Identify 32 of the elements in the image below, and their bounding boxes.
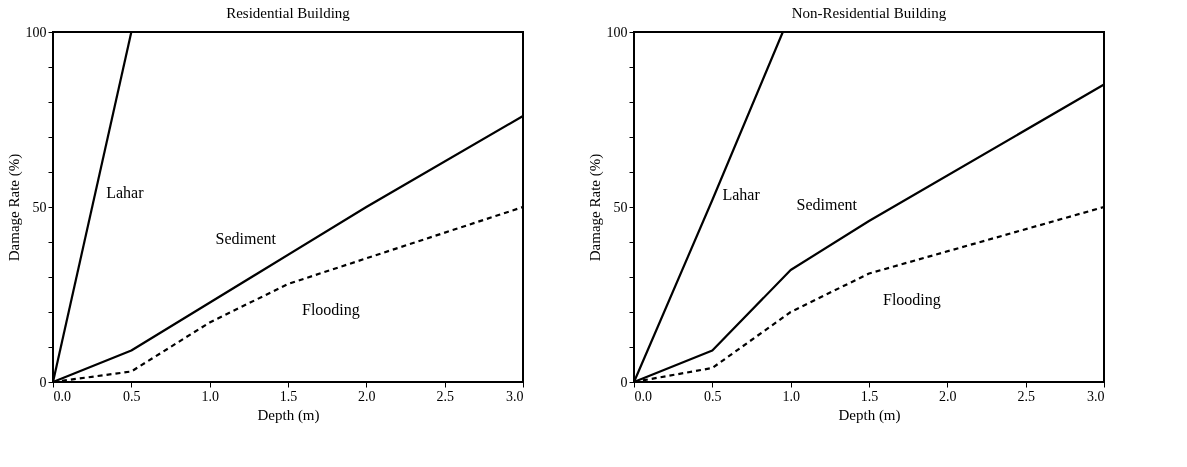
y-tick-label: 0	[39, 374, 47, 390]
y-tick-label: 50	[32, 199, 47, 215]
chart-title: Residential Building	[226, 5, 351, 21]
chart-title: Non-Residential Building	[791, 5, 947, 21]
x-axis-title: Depth (m)	[838, 406, 901, 424]
x-tick-label: 2.0	[358, 388, 376, 404]
x-axis-title: Depth (m)	[257, 406, 320, 424]
x-tick-label: 2.5	[436, 388, 454, 404]
series-label: Flooding	[883, 290, 941, 309]
x-tick-label: 0.5	[704, 388, 722, 404]
y-tick-label: 0	[620, 374, 628, 390]
x-tick-label: 2.5	[1017, 388, 1035, 404]
y-tick-label: 100	[606, 24, 628, 40]
series-label: Lahar	[106, 184, 145, 201]
x-tick-label: 0.5	[123, 388, 141, 404]
x-tick-label: 3.0	[506, 388, 524, 404]
y-axis-title: Damage Rate (%)	[5, 153, 23, 262]
series-label: Flooding	[302, 301, 360, 319]
x-tick-label: 1.5	[279, 388, 298, 404]
y-axis-title: Damage Rate (%)	[586, 153, 604, 262]
x-tick-label: 2.0	[939, 388, 957, 404]
series-label: Sediment	[215, 229, 277, 247]
series-label: Lahar	[722, 186, 761, 204]
x-tick-label: 0.0	[634, 388, 652, 404]
series-label: Sediment	[796, 196, 858, 213]
x-tick-label: 3.0	[1087, 388, 1105, 404]
y-tick-label: 50	[613, 199, 628, 215]
x-tick-label: 0.0	[53, 388, 71, 404]
x-tick-label: 1.0	[782, 388, 800, 404]
x-tick-label: 1.0	[201, 388, 219, 404]
x-tick-label: 1.5	[860, 388, 879, 404]
y-tick-label: 100	[25, 24, 47, 40]
